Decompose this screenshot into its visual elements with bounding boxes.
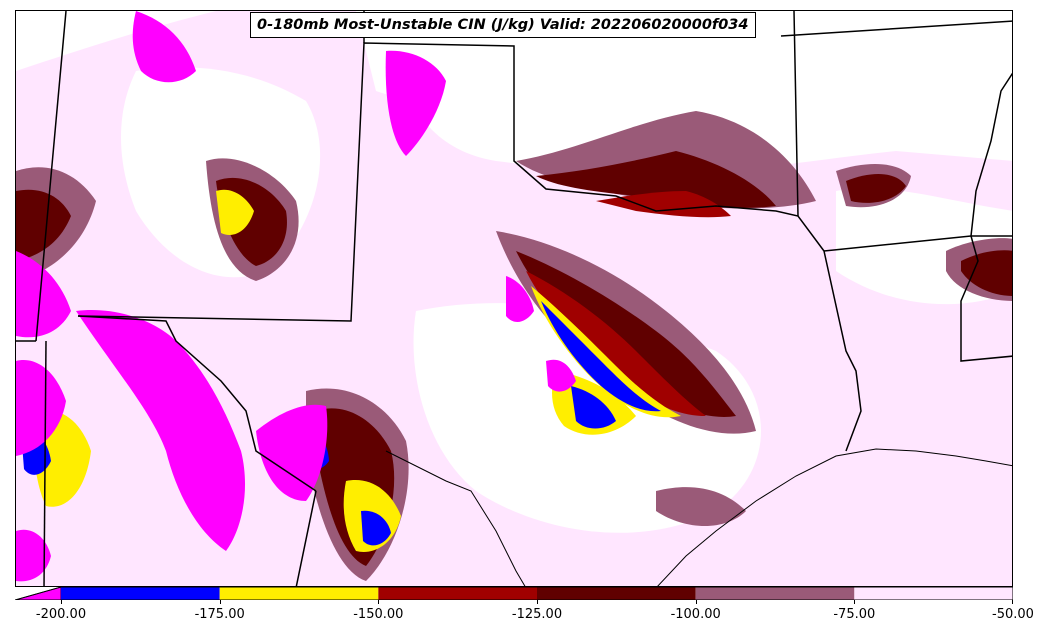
colorbar-tick	[695, 600, 697, 604]
colorbar-tick	[378, 600, 380, 604]
colorbar-tick	[1012, 600, 1013, 604]
colorbar-bin	[695, 587, 855, 600]
colorbar-tick-label: -200.00	[35, 607, 87, 622]
colorbar-tick-label: -150.00	[353, 607, 404, 622]
colorbar	[15, 587, 1013, 600]
colorbar-tick-label: -175.00	[194, 607, 245, 622]
colorbar-tick-label: -50.00	[992, 607, 1034, 622]
coastline	[385, 448, 1012, 586]
colorbar-tick	[537, 600, 538, 604]
cin-map	[16, 11, 1012, 586]
colorbar-tick	[854, 600, 856, 604]
colorbar-bin	[537, 587, 696, 600]
map-title: 0-180mb Most-Unstable CIN (J/kg) Valid: …	[250, 12, 756, 38]
colorbar-tick-label: -75.00	[833, 607, 876, 622]
colorbar-tick	[61, 600, 62, 604]
cin-contour-fill	[16, 11, 1012, 586]
colorbar-tick	[219, 600, 221, 604]
colorbar-bin	[854, 587, 1013, 600]
colorbar-bin	[378, 587, 537, 600]
colorbar-outline	[15, 587, 1013, 600]
colorbar-tick-label: -125.00	[511, 607, 563, 622]
colorbar-tick-label: -100.00	[670, 607, 721, 622]
map-panel	[15, 10, 1013, 587]
colorbar-bin	[219, 587, 379, 600]
colorbar-bin	[61, 587, 220, 600]
